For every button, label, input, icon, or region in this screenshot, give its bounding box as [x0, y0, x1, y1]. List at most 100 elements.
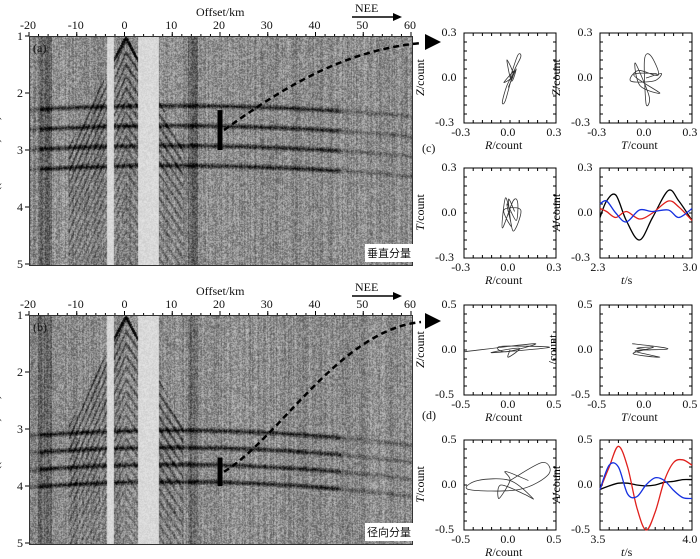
direction-label: NEE: [355, 280, 379, 294]
y-tick-label: 0.0: [441, 477, 457, 491]
y-tick-label: 0.0: [577, 205, 593, 219]
x-tick-label: 40: [308, 297, 321, 311]
x-tick-label: 4.0: [682, 532, 698, 546]
component-label: 径向分量: [365, 523, 413, 541]
waveform-series-t: [599, 200, 693, 223]
y-tick-label: 5: [17, 257, 23, 271]
y-tick-label: -0.5: [571, 387, 590, 401]
x-tick-label: 0.3: [546, 260, 562, 274]
waveform-series-r: [599, 445, 693, 531]
group-label: (d): [422, 408, 436, 422]
arrow-right-icon: [393, 292, 402, 300]
x-tick-label: 40: [308, 18, 321, 32]
y-tick-label: 1: [17, 29, 23, 43]
x-tick-label: 0.0: [636, 125, 652, 139]
y-tick-label: 0.0: [577, 70, 593, 84]
x-axis-label: R/count: [485, 138, 523, 152]
group-label: (c): [422, 141, 436, 155]
axis-title: Offset/km: [196, 284, 245, 298]
panel-label: (b): [33, 320, 47, 334]
arrow-right-icon: [393, 13, 402, 21]
y-tick-label: 4: [17, 479, 23, 493]
y-tick-label: -0.3: [435, 115, 454, 129]
y-tick-label: -0.5: [435, 387, 454, 401]
y-tick-label: 0.5: [577, 297, 593, 311]
y-tick-label: -0.5: [571, 522, 590, 536]
y-tick-label: 0.5: [577, 432, 593, 446]
waveform-series-z: [599, 189, 693, 241]
x-tick-label: 3.5: [590, 532, 606, 546]
time-window-marker: [217, 457, 223, 486]
y-tick-label: 0.3: [577, 160, 593, 174]
particle-motion-curve: [632, 343, 669, 358]
y-tick-label: 0.3: [441, 160, 457, 174]
y-tick-label: 0.3: [441, 25, 457, 39]
x-tick-label: 50: [356, 18, 369, 32]
x-axis-label: T/count: [621, 410, 658, 424]
x-tick-label: 0.3: [546, 125, 562, 139]
component-label: 垂直分量: [365, 244, 413, 262]
x-tick-label: 0: [121, 297, 128, 311]
x-axis-label: t/s: [621, 273, 633, 287]
x-tick-label: -0.3: [451, 125, 471, 139]
axis-title: Offset/km: [196, 5, 245, 19]
dashed-pointer-arrow: [223, 41, 422, 132]
y-axis-label: A/count: [549, 193, 564, 232]
waveform-series-r: [599, 200, 693, 221]
y-tick-label: 1: [17, 308, 23, 322]
arrow-head-icon: [425, 34, 441, 50]
x-tick-label: 10: [165, 18, 178, 32]
y-tick-label: 0.3: [577, 25, 593, 39]
y-tick-label: 3: [17, 143, 23, 157]
y-axis-label: Z/count: [412, 331, 427, 368]
x-tick-label: 10: [165, 297, 178, 311]
panel-label: (a): [33, 41, 47, 55]
y-tick-label: 0.0: [577, 342, 593, 356]
x-tick-label: 20: [213, 297, 225, 311]
y-tick-label: 0.0: [441, 70, 457, 84]
y-axis-label: T/count: [412, 194, 427, 231]
y-axis-label: /count: [545, 334, 560, 365]
x-axis-label: T/count: [621, 138, 658, 152]
x-tick-label: 30: [260, 18, 273, 32]
y-axis-label: Z/count: [412, 59, 427, 96]
y-tick-label: -0.3: [571, 115, 590, 129]
x-tick-label: 0.0: [500, 260, 516, 274]
x-tick-label: -20: [20, 297, 36, 311]
x-tick-label: -10: [67, 18, 84, 32]
x-tick-label: 2.3: [590, 260, 606, 274]
x-tick-label: 60: [404, 297, 416, 311]
x-tick-label: -20: [20, 18, 36, 32]
dashed-pointer-arrow: [223, 320, 422, 473]
x-tick-label: 0.3: [682, 125, 698, 139]
x-tick-label: 50: [356, 297, 369, 311]
direction-label: NEE: [355, 1, 379, 15]
x-tick-label: -10: [67, 297, 84, 311]
y-tick-label: 0.0: [441, 342, 457, 356]
x-tick-label: 30: [260, 297, 273, 311]
x-tick-label: 0.0: [500, 125, 516, 139]
particle-motion-curve: [629, 53, 662, 107]
arrow-head-icon: [425, 313, 441, 329]
plot-frame: [599, 167, 693, 259]
y-axis-label: ((T-Offset)/6.0)/s: [0, 108, 3, 191]
y-tick-label: -0.3: [435, 250, 454, 264]
y-tick-label: 0.5: [441, 297, 457, 311]
x-tick-label: 0.0: [500, 532, 516, 546]
x-tick-label: 60: [404, 18, 416, 32]
x-tick-label: -0.5: [451, 532, 471, 546]
y-tick-label: 0.0: [577, 477, 593, 491]
x-tick-label: 3.0: [682, 260, 698, 274]
time-window-marker: [217, 110, 223, 150]
x-tick-label: -0.3: [587, 125, 607, 139]
plot-frame: [463, 439, 557, 531]
seismic-section-vertical: [29, 36, 413, 266]
particle-motion-curve: [463, 343, 550, 358]
y-axis-label: T/count: [412, 466, 427, 503]
y-tick-label: 2: [17, 86, 23, 100]
x-tick-label: 0.0: [636, 397, 652, 411]
y-tick-label: 4: [17, 200, 23, 214]
x-axis-label: R/count: [485, 410, 523, 424]
x-tick-label: 0.5: [546, 397, 562, 411]
